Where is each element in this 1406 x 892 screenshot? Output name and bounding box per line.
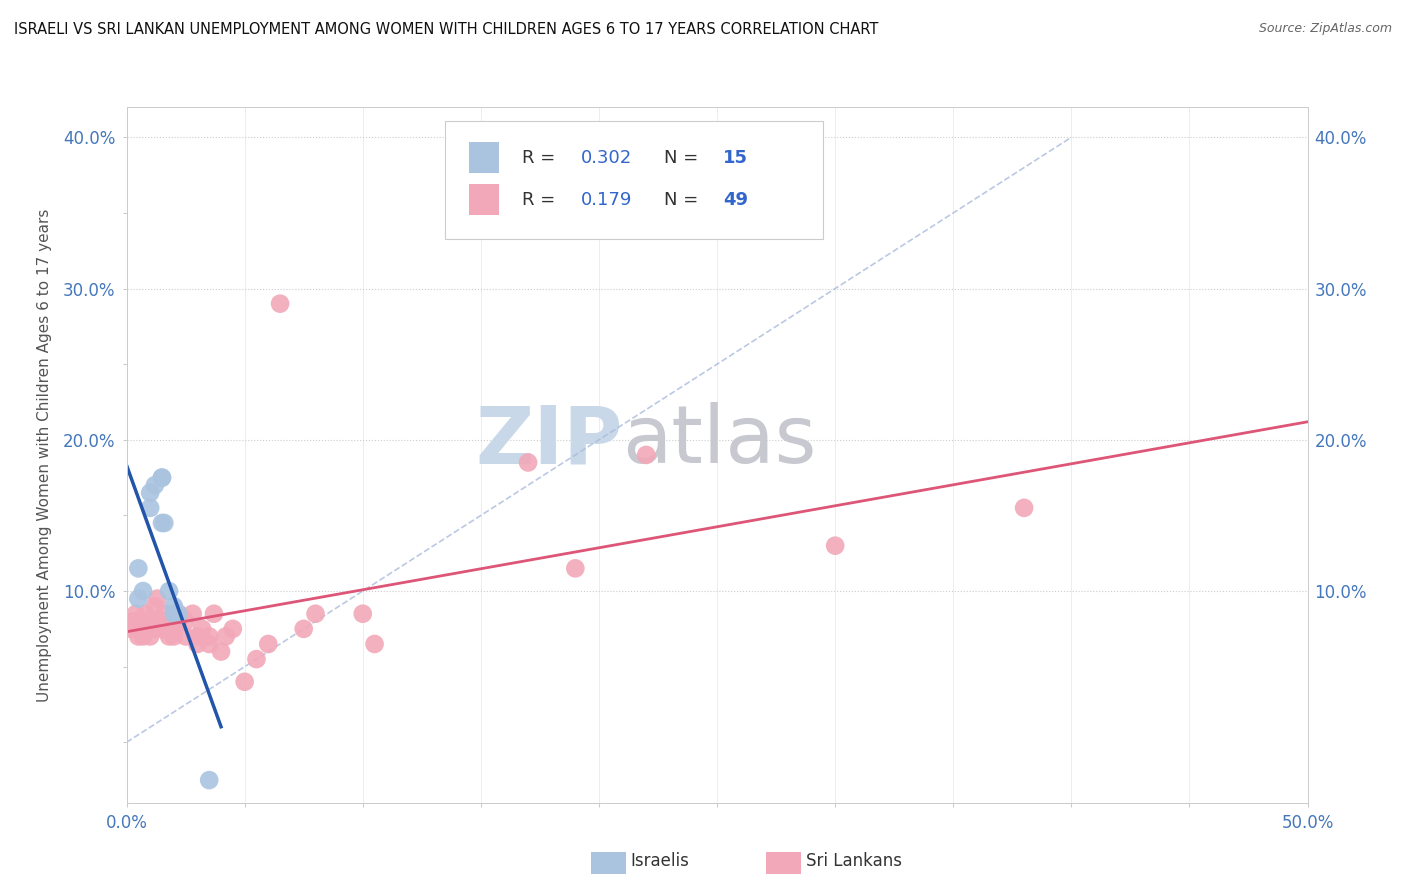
Point	[163, 622, 186, 636]
Point	[157, 584, 180, 599]
Text: R =: R =	[522, 191, 555, 209]
Point	[132, 584, 155, 599]
Point	[167, 615, 190, 629]
Point	[167, 607, 190, 621]
Point	[146, 591, 169, 606]
Point	[150, 516, 173, 530]
Point	[167, 607, 190, 621]
Text: Source: ZipAtlas.com: Source: ZipAtlas.com	[1258, 22, 1392, 36]
Text: ZIP: ZIP	[475, 402, 623, 480]
Point	[209, 644, 232, 658]
Point	[129, 615, 152, 629]
Point	[150, 470, 173, 484]
Point	[174, 615, 197, 629]
Point	[186, 629, 208, 643]
Point	[191, 622, 214, 636]
Point	[1012, 500, 1035, 515]
Point	[363, 637, 385, 651]
Text: Sri Lankans: Sri Lankans	[806, 852, 901, 870]
Point	[139, 485, 162, 500]
Point	[139, 622, 162, 636]
Text: N =: N =	[664, 149, 699, 167]
Text: 0.179: 0.179	[581, 191, 633, 209]
FancyBboxPatch shape	[446, 121, 824, 239]
Text: R =: R =	[522, 149, 555, 167]
Point	[125, 607, 148, 621]
Point	[143, 599, 166, 614]
Point	[215, 629, 238, 643]
Point	[139, 615, 162, 629]
Point	[134, 607, 156, 621]
Point	[233, 674, 256, 689]
Point	[245, 652, 267, 666]
Point	[150, 470, 173, 484]
FancyBboxPatch shape	[470, 184, 499, 215]
Point	[153, 607, 176, 621]
Text: 0.302: 0.302	[581, 149, 633, 167]
Text: N =: N =	[664, 191, 699, 209]
Text: 49: 49	[723, 191, 748, 209]
Point	[222, 622, 245, 636]
Point	[198, 637, 221, 651]
Point	[150, 615, 173, 629]
Point	[564, 561, 586, 575]
Point	[198, 773, 221, 788]
Point	[352, 607, 374, 621]
Y-axis label: Unemployment Among Women with Children Ages 6 to 17 years: Unemployment Among Women with Children A…	[37, 208, 52, 702]
Point	[139, 629, 162, 643]
Point	[139, 500, 162, 515]
Point	[304, 607, 326, 621]
Point	[127, 629, 149, 643]
Point	[122, 615, 145, 629]
Point	[636, 448, 658, 462]
Point	[150, 622, 173, 636]
Point	[163, 629, 186, 643]
Point	[120, 622, 142, 636]
Point	[202, 607, 225, 621]
Text: 15: 15	[723, 149, 748, 167]
Point	[127, 591, 149, 606]
Point	[163, 599, 186, 614]
Text: atlas: atlas	[623, 402, 817, 480]
Point	[157, 615, 180, 629]
Point	[127, 622, 149, 636]
Point	[132, 629, 155, 643]
Point	[824, 539, 846, 553]
Point	[186, 637, 208, 651]
Point	[257, 637, 280, 651]
Point	[163, 607, 186, 621]
Point	[198, 629, 221, 643]
Point	[153, 516, 176, 530]
Point	[127, 561, 149, 575]
Point	[134, 622, 156, 636]
Point	[143, 478, 166, 492]
Point	[292, 622, 315, 636]
Point	[143, 622, 166, 636]
Point	[517, 455, 540, 469]
Point	[269, 296, 291, 310]
FancyBboxPatch shape	[470, 142, 499, 173]
Text: ISRAELI VS SRI LANKAN UNEMPLOYMENT AMONG WOMEN WITH CHILDREN AGES 6 TO 17 YEARS : ISRAELI VS SRI LANKAN UNEMPLOYMENT AMONG…	[14, 22, 879, 37]
Point	[157, 629, 180, 643]
Text: Israelis: Israelis	[630, 852, 689, 870]
Point	[174, 629, 197, 643]
Point	[181, 607, 204, 621]
